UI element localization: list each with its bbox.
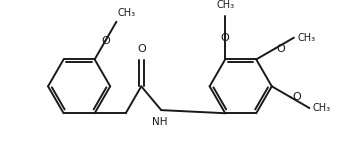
Text: O: O xyxy=(292,92,301,102)
Text: O: O xyxy=(276,43,285,53)
Text: NH: NH xyxy=(152,117,167,127)
Text: O: O xyxy=(221,33,229,43)
Text: CH₃: CH₃ xyxy=(313,103,331,113)
Text: O: O xyxy=(101,36,110,46)
Text: CH₃: CH₃ xyxy=(118,8,136,18)
Text: O: O xyxy=(137,44,145,54)
Text: CH₃: CH₃ xyxy=(297,33,315,43)
Text: CH₃: CH₃ xyxy=(216,0,234,10)
